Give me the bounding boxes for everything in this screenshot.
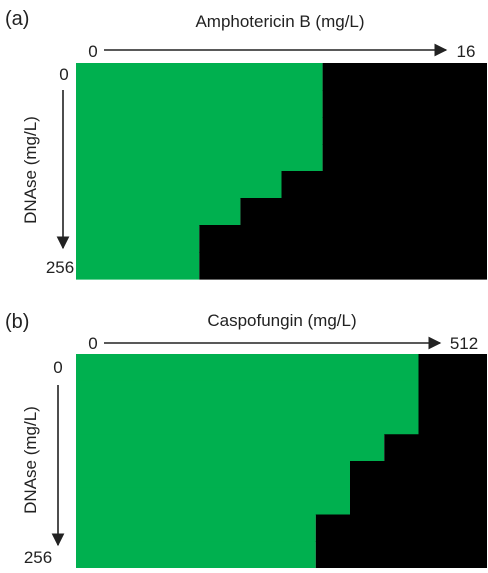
growth-cell-row-7 <box>76 514 316 542</box>
no-growth-cell-row-3 <box>418 407 487 435</box>
growth-cell-row-8 <box>76 541 316 569</box>
panel-a-x-end: 16 <box>457 42 476 61</box>
no-growth-cell-row-8 <box>199 252 488 280</box>
growth-cell-row-3 <box>76 407 419 435</box>
no-growth-cell-row-4 <box>384 434 487 462</box>
no-growth-cell-row-5 <box>281 171 487 199</box>
no-growth-cell-row-6 <box>350 487 487 516</box>
no-growth-cell-row-7 <box>199 225 488 253</box>
no-growth-cell-row-8 <box>315 541 487 569</box>
panel-a-y-start: 0 <box>59 65 68 84</box>
growth-cell-row-4 <box>76 144 323 172</box>
panel-b-x-end: 512 <box>450 334 478 353</box>
panel-a-x-title: Amphotericin B (mg/L) <box>195 12 364 31</box>
growth-cell-row-5 <box>76 171 282 199</box>
panel-b: (b) Caspofungin (mg/L) 0 512 0 DNAse (mg… <box>5 311 487 569</box>
panel-a-y-title: DNAse (mg/L) <box>21 116 40 224</box>
growth-cell-row-1 <box>76 354 419 382</box>
no-growth-cell-row-2 <box>418 380 487 409</box>
panel-b-x-start: 0 <box>88 334 97 353</box>
no-growth-cell-row-2 <box>322 90 487 118</box>
panel-a-x-start: 0 <box>88 42 97 61</box>
panel-b-y-start: 0 <box>53 358 62 377</box>
panel-b-x-title: Caspofungin (mg/L) <box>207 311 356 330</box>
panel-b-heatmap <box>76 354 487 569</box>
no-growth-cell-row-5 <box>350 461 487 489</box>
no-growth-cell-row-4 <box>322 144 487 172</box>
growth-cell-row-3 <box>76 117 323 145</box>
growth-cell-row-1 <box>76 63 323 91</box>
panel-a-label: (a) <box>5 8 29 30</box>
growth-cell-row-7 <box>76 225 200 253</box>
growth-cell-row-2 <box>76 380 419 409</box>
growth-cell-row-6 <box>76 487 350 516</box>
panel-a: (a) Amphotericin B (mg/L) 0 16 0 DNAse (… <box>5 8 488 280</box>
growth-cell-row-4 <box>76 434 385 462</box>
no-growth-cell-row-1 <box>322 63 487 91</box>
no-growth-cell-row-6 <box>240 198 487 226</box>
panel-b-label: (b) <box>5 311 29 333</box>
panel-a-y-end: 256 <box>46 258 74 277</box>
growth-cell-row-6 <box>76 198 241 226</box>
no-growth-cell-row-3 <box>322 117 487 145</box>
no-growth-cell-row-7 <box>315 514 487 542</box>
no-growth-cell-row-1 <box>418 354 487 382</box>
panel-a-heatmap <box>76 63 488 280</box>
growth-cell-row-2 <box>76 90 323 118</box>
growth-cell-row-5 <box>76 461 350 489</box>
panel-b-y-end: 256 <box>24 548 52 567</box>
growth-cell-row-8 <box>76 252 200 280</box>
panel-b-y-title: DNAse (mg/L) <box>21 406 40 514</box>
